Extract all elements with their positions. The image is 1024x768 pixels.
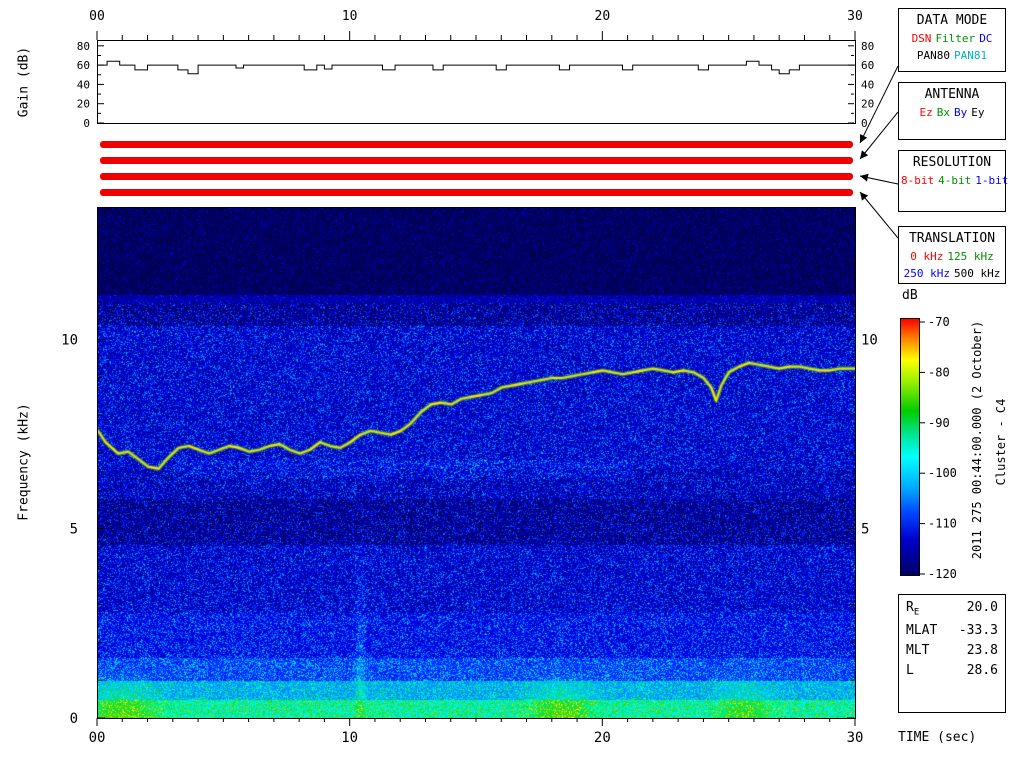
svg-text:60: 60 (861, 59, 874, 72)
svg-text:10: 10 (61, 332, 78, 348)
info-value: 23.8 (967, 643, 998, 658)
legend-row: DSN Filter DC (899, 32, 1005, 45)
frequency-axis-label: Frequency (kHz) (17, 403, 32, 520)
svg-text:30: 30 (847, 730, 864, 746)
legend-option: Ey (971, 106, 984, 119)
resolution-bar (100, 173, 853, 180)
translation-box: TRANSLATION 0 kHz 125 kHz 250 kHz 500 kHz (898, 226, 1006, 284)
legend-option: Bx (937, 106, 950, 119)
legend-option: 250 kHz (904, 267, 950, 280)
svg-text:40: 40 (77, 78, 90, 91)
spectrogram-panel (97, 207, 856, 719)
svg-text:20: 20 (861, 98, 874, 111)
legend-option: PAN80 (917, 49, 950, 62)
info-label: RE (906, 600, 919, 618)
legend-option: DSN (912, 32, 932, 45)
svg-text:80: 80 (77, 40, 90, 53)
info-value: -33.3 (959, 623, 998, 638)
svg-text:-70: -70 (928, 315, 950, 329)
svg-text:00: 00 (89, 9, 105, 24)
wbd-spectrogram-display: Gain (dB) Frequency (kHz) DATA MODE DSN F… (0, 0, 1024, 768)
info-value: 28.6 (967, 663, 998, 678)
svg-text:80: 80 (861, 40, 874, 53)
svg-text:20: 20 (595, 9, 611, 24)
callout-line-data-mode (860, 66, 898, 143)
svg-text:-120: -120 (928, 567, 957, 581)
svg-text:5: 5 (861, 522, 869, 538)
data-mode-title: DATA MODE (899, 9, 1005, 28)
legend-option: 500 kHz (954, 267, 1000, 280)
orbit-info-box: RE 20.0 MLAT -33.3 MLT 23.8 L 28.6 (898, 594, 1006, 713)
info-row: RE 20.0 (899, 595, 1005, 618)
colorbar-unit-label: dB (902, 288, 918, 303)
legend-option: DC (979, 32, 992, 45)
legend-option: 8-bit (901, 174, 934, 187)
legend-option: 0 kHz (910, 250, 943, 263)
time-axis-label: TIME (sec) (898, 730, 976, 745)
info-label: MLAT (906, 623, 937, 638)
info-label: MLT (906, 643, 929, 658)
callout-line-resolution (860, 176, 898, 184)
svg-text:00: 00 (89, 730, 106, 746)
callout-lines (860, 66, 898, 238)
legend-row: 0 kHz 125 kHz (899, 250, 1005, 263)
legend-row: 250 kHz 500 kHz (899, 267, 1005, 280)
gain-plot-panel (97, 40, 856, 124)
svg-text:60: 60 (77, 59, 90, 72)
legend-option: By (954, 106, 967, 119)
info-row: MLT 23.8 (899, 638, 1005, 658)
gain-axis-label: Gain (dB) (17, 47, 32, 117)
info-row: L 28.6 (899, 658, 1005, 678)
svg-text:20: 20 (594, 730, 611, 746)
legend-option: Ez (920, 106, 933, 119)
spectrogram-canvas (98, 208, 855, 718)
callout-line-antenna (860, 112, 898, 159)
resolution-title: RESOLUTION (899, 151, 1005, 170)
svg-text:5: 5 (70, 522, 78, 538)
colorbar (900, 318, 920, 576)
antenna-bar (100, 157, 853, 164)
svg-text:-100: -100 (928, 466, 957, 480)
antenna-title: ANTENNA (899, 83, 1005, 102)
timestamp-label: 2011 275 00:44:00.000 (2 October) (970, 321, 984, 559)
svg-text:-80: -80 (928, 365, 950, 379)
info-value: 20.0 (967, 600, 998, 618)
translation-title: TRANSLATION (899, 227, 1005, 246)
svg-text:20: 20 (77, 98, 90, 111)
legend-option: 1-bit (975, 174, 1008, 187)
svg-text:-110: -110 (928, 517, 957, 531)
info-row: MLAT -33.3 (899, 618, 1005, 638)
legend-row: Ez Bx By Ey (899, 106, 1005, 119)
legend-option: 125 kHz (947, 250, 993, 263)
svg-text:10: 10 (861, 332, 878, 348)
translation-bar (100, 189, 853, 196)
resolution-box: RESOLUTION 8-bit 4-bit 1-bit (898, 150, 1006, 212)
svg-text:10: 10 (341, 730, 358, 746)
data-mode-bar (100, 141, 853, 148)
svg-text:30: 30 (847, 9, 863, 24)
svg-text:40: 40 (861, 78, 874, 91)
legend-option: 4-bit (938, 174, 971, 187)
svg-text:10: 10 (342, 9, 358, 24)
svg-text:0: 0 (70, 711, 78, 727)
info-label: L (906, 663, 914, 678)
data-mode-box: DATA MODE DSN Filter DC PAN80 PAN81 (898, 8, 1006, 72)
spacecraft-label: Cluster - C4 (994, 399, 1008, 486)
svg-text:0: 0 (861, 117, 868, 130)
legend-option: Filter (935, 32, 975, 45)
antenna-box: ANTENNA Ez Bx By Ey (898, 82, 1006, 140)
legend-row: PAN80 PAN81 (899, 49, 1005, 62)
legend-option: PAN81 (954, 49, 987, 62)
legend-row: 8-bit 4-bit 1-bit (899, 174, 1005, 187)
svg-text:-90: -90 (928, 416, 950, 430)
callout-line-translation (860, 192, 898, 238)
svg-text:0: 0 (83, 117, 90, 130)
